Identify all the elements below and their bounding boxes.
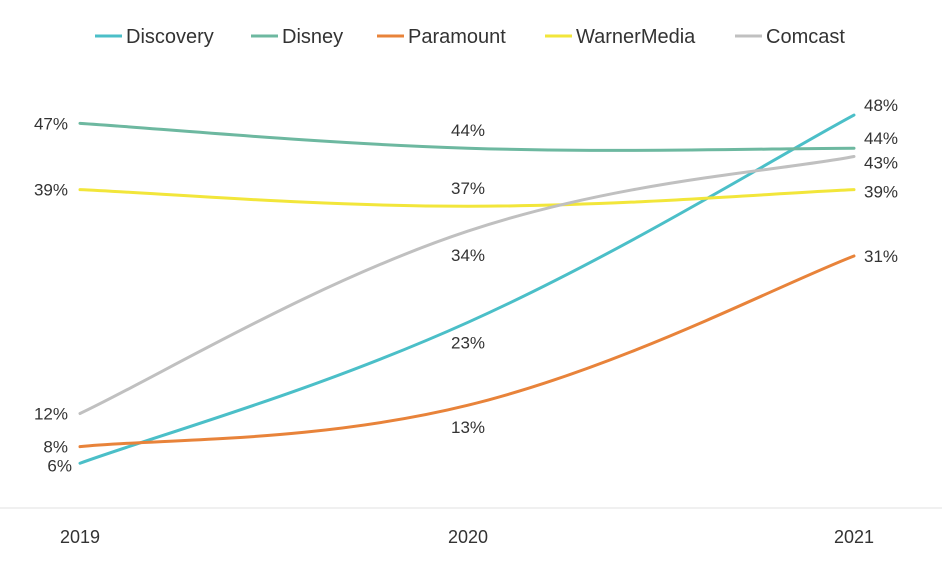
series-line-disney: [78, 121, 856, 152]
legend: Discovery Disney Paramount WarnerMedia Comca…: [95, 26, 845, 48]
data-label-warnermedia-2021: 39%: [864, 183, 898, 202]
data-label-disney-2020: 44%: [451, 121, 485, 140]
data-label-disney-2019: 47%: [34, 114, 68, 133]
x-tick-label-2021: 2021: [834, 527, 874, 547]
series-line-discovery: [78, 113, 856, 465]
data-label-warnermedia-2020: 37%: [451, 179, 485, 198]
data-label-comcast-2021: 43%: [864, 153, 898, 172]
data-label-discovery-2019: 6%: [47, 456, 72, 475]
series-line-paramount: [78, 254, 856, 449]
legend-label-discovery: Discovery: [126, 26, 214, 48]
legend-label-paramount: Paramount: [408, 26, 506, 48]
x-tick-label-2020: 2020: [448, 527, 488, 547]
series-line-comcast: [78, 154, 856, 416]
data-labels: 6% 23% 48% 47% 44% 44% 8% 13% 31% 39% 37% 39% 12% 34%…: [34, 96, 898, 475]
data-label-paramount-2021: 31%: [864, 247, 898, 266]
x-axis-ticks: 2019 2020 2021: [60, 527, 874, 547]
data-label-disney-2021: 44%: [864, 129, 898, 148]
data-label-discovery-2020: 23%: [451, 333, 485, 352]
data-label-comcast-2019: 12%: [34, 405, 68, 424]
legend-label-comcast: Comcast: [766, 26, 845, 48]
data-label-warnermedia-2019: 39%: [34, 181, 68, 200]
series-lines: [78, 113, 856, 465]
data-label-paramount-2020: 13%: [451, 418, 485, 437]
data-label-discovery-2021: 48%: [864, 96, 898, 115]
series-line-warnermedia: [78, 188, 856, 208]
data-label-comcast-2020: 34%: [451, 246, 485, 265]
legend-label-warnermedia: WarnerMedia: [576, 26, 696, 48]
legend-label-disney: Disney: [282, 26, 343, 48]
data-label-paramount-2019: 8%: [43, 438, 68, 457]
x-tick-label-2019: 2019: [60, 527, 100, 547]
